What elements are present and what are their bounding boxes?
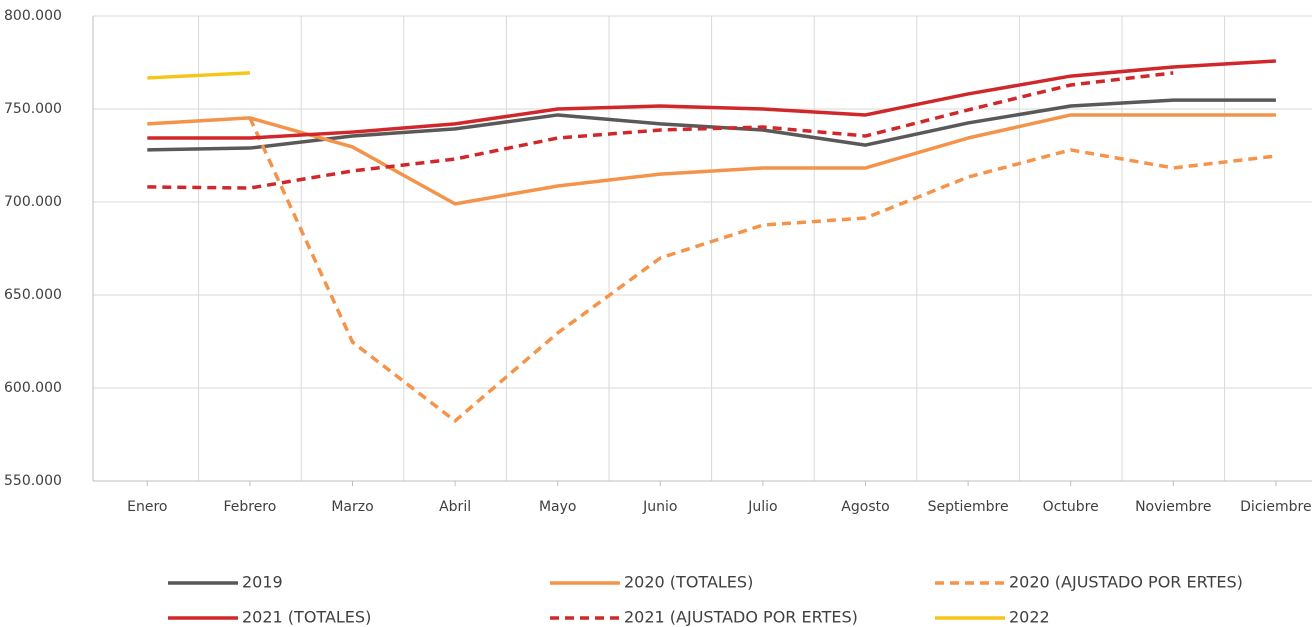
legend-label: 2022 [1009,608,1050,627]
x-tick-label: Abril [439,499,471,515]
legend-label: 2020 (AJUSTADO POR ERTES) [1009,573,1243,592]
x-tick-label: Diciembre [1240,499,1311,515]
x-tick-label: Noviembre [1135,499,1211,515]
y-tick-label: 750.000 [4,101,62,117]
x-tick-label: Septiembre [928,499,1009,515]
x-tick-label: Julio [747,499,777,515]
x-tick-label: Marzo [331,499,373,515]
series-line [147,59,1277,140]
series-line [147,71,250,80]
series-line [147,71,1174,190]
y-tick-label: 700.000 [4,194,62,210]
y-tick-label: 550.000 [4,473,62,489]
series-line [248,117,1277,423]
x-tick-label: Febrero [223,499,276,515]
y-tick-label: 650.000 [4,287,62,303]
legend-label: 2019 [242,573,283,592]
x-tick-label: Octubre [1043,499,1099,515]
x-tick-label: Junio [642,499,677,515]
series-line [147,98,1276,152]
y-tick-label: 800.000 [4,8,62,24]
legend: 2019 2020 (TOTALES) 2020 (AJUSTADO POR ERT… [168,573,1243,627]
legend-label: 2021 (AJUSTADO POR ERTES) [624,608,858,627]
legend-label: 2021 (TOTALES) [242,608,371,627]
x-tick-label: Agosto [841,499,889,515]
x-tick-label: Mayo [539,499,577,515]
legend-label: 2020 (TOTALES) [624,573,753,592]
x-tick-label: Enero [127,499,167,515]
y-tick-label: 600.000 [4,380,62,396]
series-line [147,113,1276,206]
